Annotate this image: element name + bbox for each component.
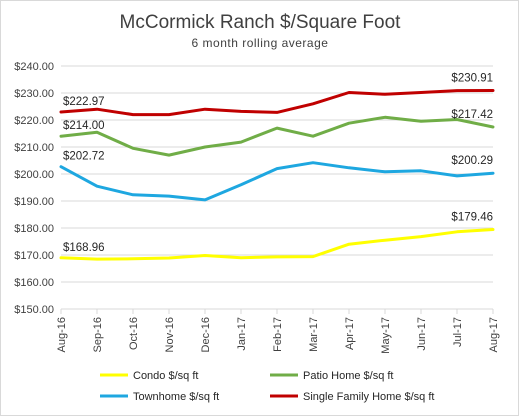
- x-tick-label: May-17: [380, 317, 392, 354]
- x-tick-label: Jul-17: [452, 317, 464, 347]
- series-line-2: [59, 161, 495, 202]
- x-tick-label: Jan-17: [236, 317, 248, 351]
- end-value-label: $200.29: [451, 155, 493, 167]
- data-labels: $168.96 $179.46 $214.00 $217.42 $202.72 $200.…: [63, 73, 493, 254]
- x-tick-label: Mar-17: [308, 317, 320, 352]
- x-axis: Aug-16 Sep-16 Oct-16 Nov-16 Dec-16 Jan-17 Feb-…: [56, 309, 500, 354]
- end-value-label: $217.42: [451, 109, 493, 121]
- legend-entry: Townhome $/sq ft: [133, 391, 219, 403]
- y-tick-label: $240.00: [14, 61, 54, 73]
- end-value-label: $179.46: [451, 211, 493, 223]
- x-tick-label: Jun-17: [416, 317, 428, 351]
- start-value-label: $214.00: [63, 120, 105, 132]
- x-tick-label: Apr-17: [344, 317, 356, 350]
- x-tick-label: Aug-17: [488, 317, 500, 352]
- y-tick-label: $220.00: [14, 115, 54, 127]
- x-tick-label: Feb-17: [272, 317, 284, 352]
- legend: Condo $/sq ft Patio Home $/sq ft Townhome …: [100, 370, 434, 403]
- x-tick-label: Aug-16: [56, 317, 68, 352]
- legend-entry: Condo $/sq ft: [133, 370, 198, 382]
- end-value-label: $230.91: [451, 73, 493, 85]
- y-tick-label: $230.00: [14, 88, 54, 100]
- y-tick-label: $180.00: [14, 223, 54, 235]
- y-tick-label: $200.00: [14, 169, 54, 181]
- series-line-0: [59, 228, 495, 261]
- series-line-3: [59, 89, 495, 117]
- start-value-label: $202.72: [63, 151, 105, 163]
- y-tick-label: $170.00: [14, 250, 54, 262]
- start-value-label: $222.97: [63, 96, 105, 108]
- legend-entry: Patio Home $/sq ft: [303, 370, 394, 382]
- y-tick-label: $160.00: [14, 277, 54, 289]
- x-tick-label: Sep-16: [92, 317, 104, 352]
- chart-subtitle: 6 month rolling average: [192, 36, 329, 50]
- chart-title: McCormick Ranch $/Square Foot: [120, 12, 402, 33]
- x-tick-label: Nov-16: [164, 317, 176, 352]
- y-tick-label: $150.00: [14, 304, 54, 316]
- start-value-label: $168.96: [63, 242, 105, 254]
- x-tick-label: Dec-16: [200, 317, 212, 352]
- y-tick-label: $190.00: [14, 196, 54, 208]
- gridlines: [61, 65, 493, 310]
- y-tick-label: $210.00: [14, 142, 54, 154]
- series-line-1: [59, 115, 495, 157]
- x-tick-label: Oct-16: [128, 317, 140, 350]
- y-axis: $150.00 $160.00 $170.00 $180.00 $190.00 $200.…: [14, 61, 54, 316]
- legend-entry: Single Family Home $/sq ft: [303, 391, 434, 403]
- series-lines: [59, 89, 495, 261]
